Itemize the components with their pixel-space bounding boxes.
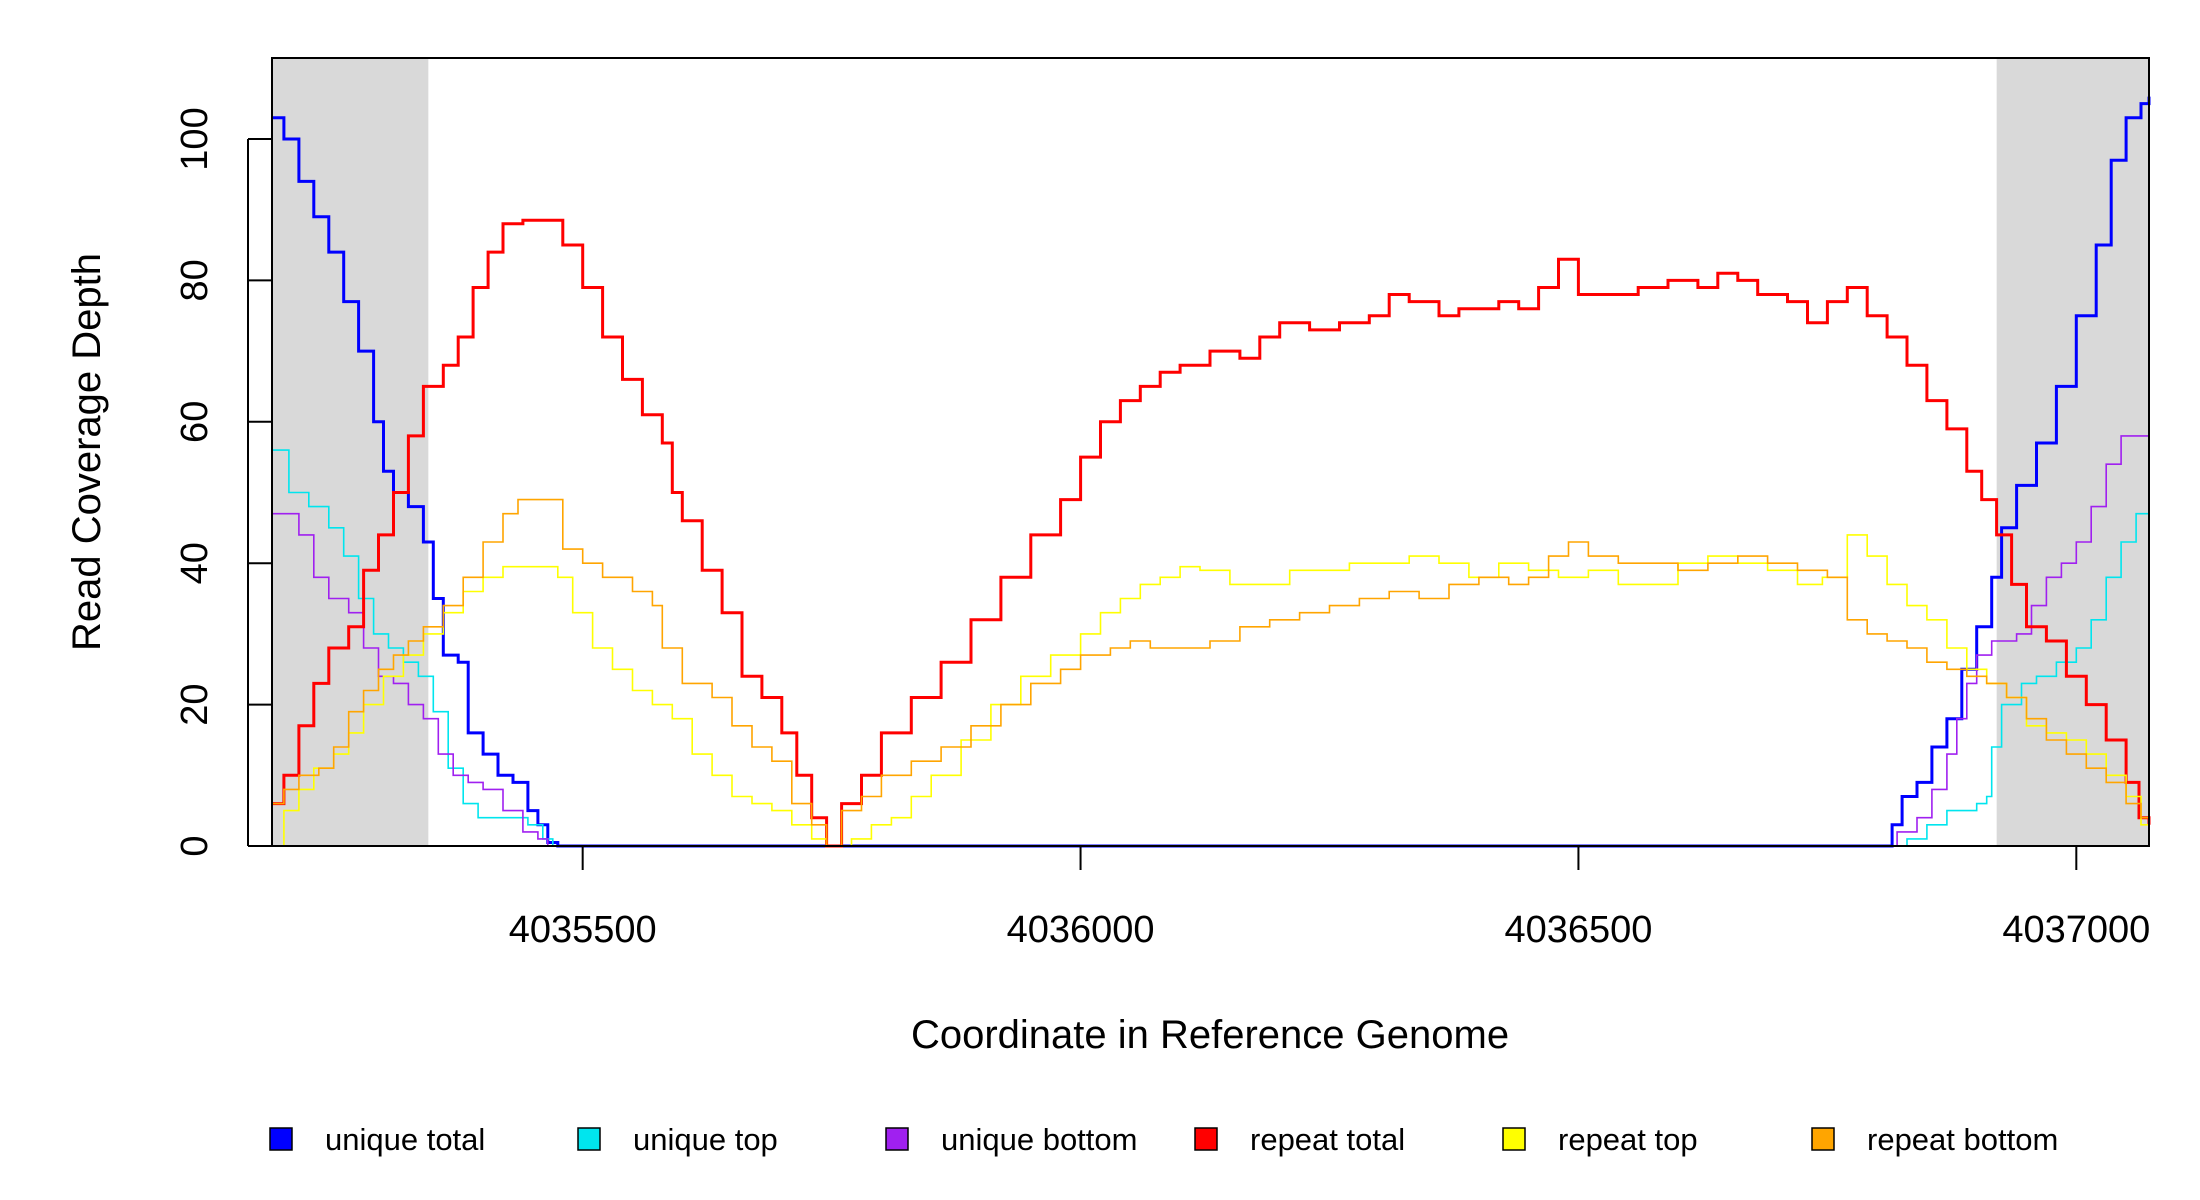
y-axis: 0 20 40 60 80 100 bbox=[174, 107, 272, 857]
x-tick-label: 4037000 bbox=[2002, 909, 2150, 951]
legend-label-unique-top: unique top bbox=[633, 1122, 778, 1157]
legend-label-unique-total: unique total bbox=[325, 1122, 485, 1157]
legend-label-repeat-total: repeat total bbox=[1250, 1122, 1405, 1157]
legend: unique total unique top unique bottom repea… bbox=[269, 1122, 2058, 1157]
series-line-repeat-bottom bbox=[272, 498, 2150, 847]
x-tick-label: 4036500 bbox=[1504, 909, 1652, 951]
x-tick-label: 4036000 bbox=[1007, 909, 1155, 951]
y-axis-title: Read Coverage Depth bbox=[65, 253, 109, 651]
x-tick-label: 4035500 bbox=[509, 909, 657, 951]
legend-swatch-repeat-total bbox=[1194, 1127, 1218, 1151]
legend-label-repeat-top: repeat top bbox=[1558, 1122, 1698, 1157]
plot-frame bbox=[271, 57, 2150, 847]
shaded-region-2 bbox=[1996, 58, 2149, 846]
x-axis-title: Coordinate in Reference Genome bbox=[911, 1013, 1509, 1057]
x-axis: 4035500 4036000 4036500 4037000 bbox=[509, 845, 2150, 951]
legend-swatch-repeat-bottom bbox=[1811, 1127, 1835, 1151]
series-line-unique-total bbox=[272, 96, 2151, 848]
legend-swatch-unique-total bbox=[269, 1127, 293, 1151]
y-tick-label: 0 bbox=[174, 835, 216, 856]
y-tick-label: 20 bbox=[174, 683, 216, 725]
y-tick-label: 40 bbox=[174, 542, 216, 584]
legend-label-repeat-bottom: repeat bottom bbox=[1867, 1122, 2058, 1157]
legend-label-unique-bottom: unique bottom bbox=[941, 1122, 1137, 1157]
legend-swatch-repeat-top bbox=[1502, 1127, 1526, 1151]
shaded-region-1 bbox=[272, 58, 429, 846]
y-tick-label: 60 bbox=[174, 401, 216, 443]
legend-swatch-unique-bottom bbox=[885, 1127, 909, 1151]
series-line-repeat-total bbox=[272, 218, 2151, 848]
y-tick-label: 100 bbox=[174, 107, 216, 170]
shaded-regions bbox=[272, 58, 2149, 846]
series-line-repeat-top bbox=[272, 534, 2150, 847]
series-lines bbox=[272, 96, 2151, 848]
legend-swatch-unique-top bbox=[577, 1127, 601, 1151]
y-tick-label: 80 bbox=[174, 259, 216, 301]
